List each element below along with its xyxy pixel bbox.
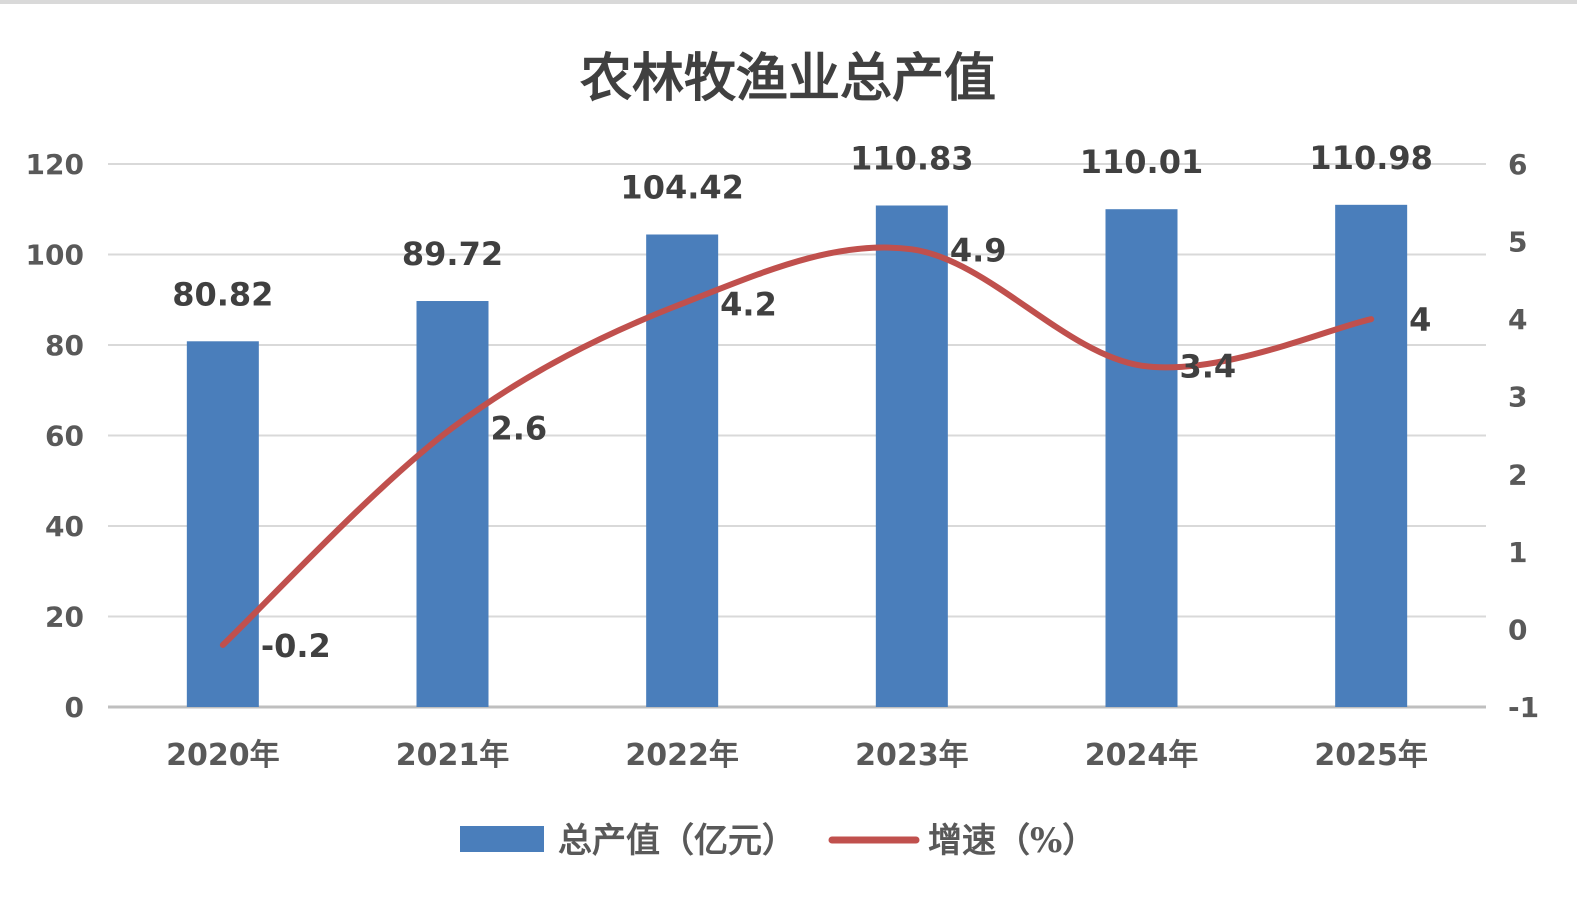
bar-value-label: 80.82 xyxy=(172,275,273,313)
right-tick-label: 0 xyxy=(1508,613,1527,646)
left-tick-label: 100 xyxy=(26,239,84,272)
right-tick-label: 1 xyxy=(1508,536,1527,569)
line-value-label: 2.6 xyxy=(491,410,548,448)
x-category-label: 2025年 xyxy=(1314,738,1428,773)
left-tick-label: 20 xyxy=(45,601,84,634)
bar xyxy=(186,341,259,707)
bar-value-label: 110.83 xyxy=(850,139,973,177)
left-tick-label: 80 xyxy=(45,329,84,362)
legend-bar-label: 总产值（亿元） xyxy=(558,821,796,861)
right-tick-label: 3 xyxy=(1508,381,1527,414)
right-tick-label: 6 xyxy=(1508,148,1527,181)
left-tick-label: 40 xyxy=(45,510,84,543)
bar xyxy=(1105,209,1178,707)
legend: 总产值（亿元） 增速（%） xyxy=(460,821,1096,861)
left-tick-label: 60 xyxy=(45,420,84,453)
x-category-label: 2021年 xyxy=(396,738,510,773)
left-tick-label: 0 xyxy=(65,691,84,724)
bar-value-label: 89.72 xyxy=(402,235,503,273)
chart-svg: 农林牧渔业总产值 0 20 40 60 80 100 120 -1 0 1 2 3 4 5 6 2020年… xyxy=(26,48,1540,861)
line-value-label: 4.9 xyxy=(950,231,1007,269)
growth-rate-line xyxy=(219,244,1375,648)
right-tick-label: 5 xyxy=(1508,226,1527,259)
right-tick-label: 2 xyxy=(1508,458,1527,491)
line-value-labels: -0.2 2.6 4.2 4.9 3.4 4 xyxy=(261,231,1432,665)
right-tick-label: -1 xyxy=(1508,691,1539,724)
bar-series xyxy=(186,204,1408,708)
x-axis-categories: 2020年 2021年 2022年 2023年 2024年 2025年 xyxy=(166,738,1428,773)
x-category-label: 2024年 xyxy=(1085,738,1199,773)
line-value-label: 4 xyxy=(1409,301,1431,339)
bar xyxy=(875,205,948,707)
gridlines xyxy=(108,163,1486,709)
bar xyxy=(1335,204,1408,708)
bar-value-label: 110.98 xyxy=(1309,139,1432,177)
bar-value-label: 104.42 xyxy=(620,168,743,206)
right-tick-label: 4 xyxy=(1508,303,1527,336)
line-value-label: 4.2 xyxy=(720,286,777,324)
legend-line-label: 增速（%） xyxy=(928,821,1096,861)
bar xyxy=(416,301,489,707)
bar-value-label: 110.01 xyxy=(1080,143,1203,181)
x-category-label: 2022年 xyxy=(625,738,739,773)
x-category-label: 2023年 xyxy=(855,738,969,773)
left-tick-label: 120 xyxy=(26,148,84,181)
legend-bar-swatch xyxy=(460,826,544,852)
chart-title: 农林牧渔业总产值 xyxy=(580,48,996,109)
line-value-label: -0.2 xyxy=(261,627,331,665)
bar-value-labels: 80.82 89.72 104.42 110.83 110.01 110.98 xyxy=(172,139,1433,313)
line-value-label: 3.4 xyxy=(1180,348,1237,386)
left-axis-ticks: 0 20 40 60 80 100 120 xyxy=(26,148,84,724)
right-axis-ticks: -1 0 1 2 3 4 5 6 xyxy=(1508,148,1539,724)
x-category-label: 2020年 xyxy=(166,738,280,773)
